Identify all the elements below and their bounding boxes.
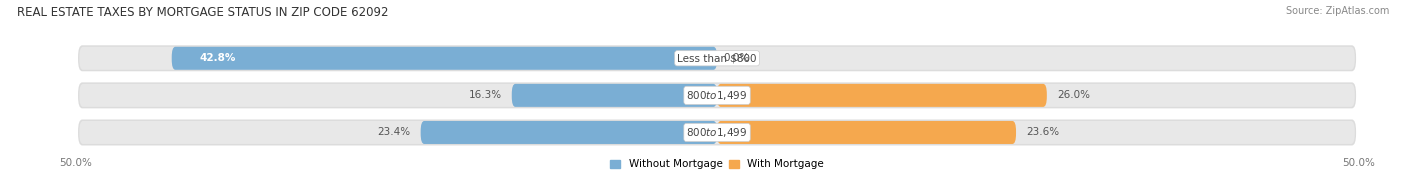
FancyBboxPatch shape bbox=[512, 84, 717, 107]
FancyBboxPatch shape bbox=[717, 121, 1017, 144]
Text: $800 to $1,499: $800 to $1,499 bbox=[686, 89, 748, 102]
Text: REAL ESTATE TAXES BY MORTGAGE STATUS IN ZIP CODE 62092: REAL ESTATE TAXES BY MORTGAGE STATUS IN … bbox=[17, 6, 388, 19]
FancyBboxPatch shape bbox=[717, 84, 1047, 107]
Text: 23.6%: 23.6% bbox=[1026, 127, 1060, 137]
Text: Source: ZipAtlas.com: Source: ZipAtlas.com bbox=[1285, 6, 1389, 16]
Text: 26.0%: 26.0% bbox=[1057, 90, 1090, 100]
Text: 16.3%: 16.3% bbox=[468, 90, 502, 100]
Text: 23.4%: 23.4% bbox=[377, 127, 411, 137]
Text: 42.8%: 42.8% bbox=[200, 53, 236, 63]
Text: $800 to $1,499: $800 to $1,499 bbox=[686, 126, 748, 139]
FancyBboxPatch shape bbox=[79, 121, 1355, 144]
FancyBboxPatch shape bbox=[420, 121, 717, 144]
FancyBboxPatch shape bbox=[79, 82, 1355, 108]
Text: Less than $800: Less than $800 bbox=[678, 53, 756, 63]
FancyBboxPatch shape bbox=[79, 120, 1355, 145]
FancyBboxPatch shape bbox=[79, 45, 1355, 71]
FancyBboxPatch shape bbox=[79, 84, 1355, 107]
Text: 0.0%: 0.0% bbox=[724, 53, 749, 63]
FancyBboxPatch shape bbox=[172, 47, 717, 70]
Legend: Without Mortgage, With Mortgage: Without Mortgage, With Mortgage bbox=[606, 155, 828, 173]
FancyBboxPatch shape bbox=[79, 47, 1355, 70]
